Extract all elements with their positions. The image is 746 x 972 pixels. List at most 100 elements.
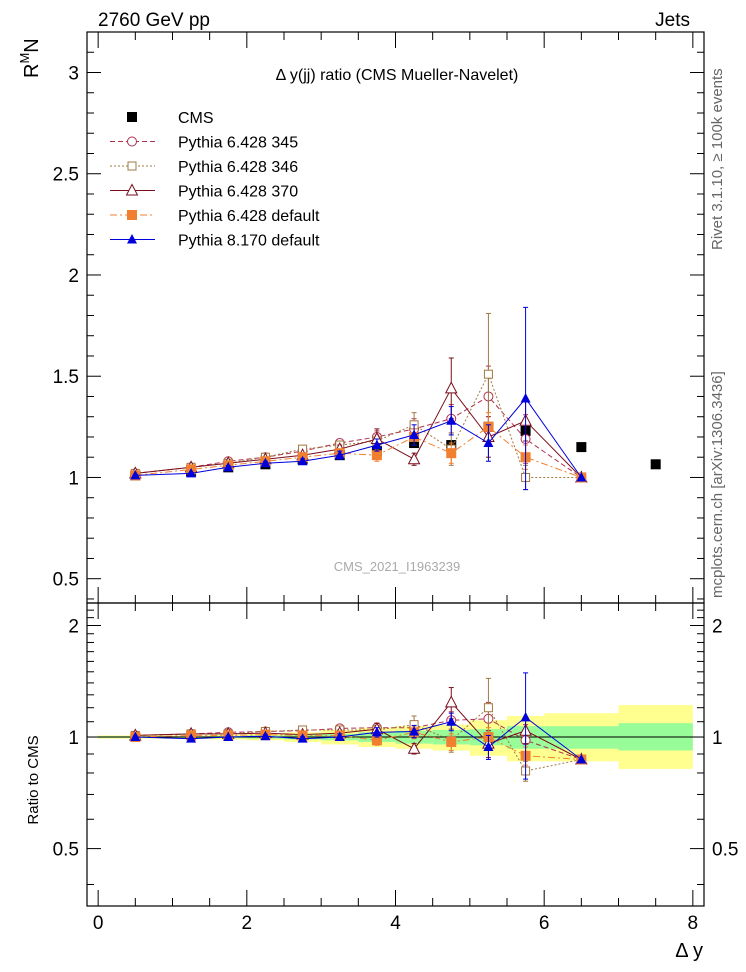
point-p8def (260, 730, 271, 741)
legend-label-p345: Pythia 6.428 345 (178, 135, 298, 152)
series-p370 (128, 357, 588, 483)
main-y-tick-label: 1.5 (53, 367, 79, 388)
rivet-label: Rivet 3.1.10, ≥ 100k events (709, 68, 726, 250)
ratio-y-ticks: 0.5 0.5 1 1 2 2 (53, 609, 738, 886)
main-y-label-r: R (21, 64, 43, 78)
series-line-p8def (135, 716, 582, 760)
point-p8def (130, 469, 141, 480)
legend-label-p370: Pythia 6.428 370 (178, 184, 298, 201)
main-y-label-sup: M (17, 53, 32, 64)
legend-marker-p345 (127, 136, 137, 147)
point-p6def (371, 450, 382, 461)
point-cms (650, 459, 661, 470)
x-tick-label: 8 (688, 913, 699, 934)
ratio-y-tick-label-right: 2 (712, 616, 723, 637)
main-y-label: RMN (17, 38, 43, 78)
point-p8def (186, 467, 197, 478)
legend-marker-p370 (125, 183, 139, 196)
main-y-label-n: N (21, 38, 43, 52)
point-p8def (520, 392, 531, 403)
series-line-p345 (135, 718, 582, 760)
point-p8def (483, 741, 494, 752)
series-line-p8def (135, 397, 582, 478)
legend-label-cms: CMS (178, 110, 214, 127)
ratio-plot-panel: 0.5 0.5 1 1 2 2 0 2 4 6 8 Ratio to CMS Δ y (25, 602, 738, 962)
point-p8def (520, 711, 531, 722)
point-p370 (444, 695, 458, 708)
point-p6def (446, 448, 457, 459)
point-p346 (483, 703, 493, 713)
legend: CMS Pythia 6.428 345 Pythia 6.428 346 Pythi… (110, 110, 320, 250)
point-p8def (371, 726, 382, 737)
legend-label-p346: Pythia 6.428 346 (178, 159, 298, 176)
point-cms (576, 442, 587, 453)
main-y-ticks: 0.5 1 1.5 2 2.5 3 (53, 51, 704, 600)
main-y-tick-label: 0.5 (53, 570, 79, 591)
point-p8def (130, 731, 141, 742)
point-p8def (483, 437, 494, 448)
point-p8def (409, 726, 420, 736)
ratio-y-tick-label: 2 (68, 616, 79, 637)
legend-marker-p346 (127, 161, 137, 171)
point-p370 (407, 741, 421, 754)
point-p6def (446, 736, 457, 747)
point-p8def (409, 429, 420, 439)
point-p346 (483, 369, 493, 379)
header-right: Jets (655, 10, 690, 31)
x-tick-label: 0 (93, 913, 104, 934)
main-y-tick-label: 2.5 (53, 165, 79, 186)
point-p8def (576, 471, 587, 482)
main-plot-marks (128, 306, 661, 491)
main-y-tick-label: 1 (68, 468, 79, 489)
x-tick-label: 4 (390, 913, 401, 934)
main-plot-title: Δ y(jj) ratio (CMS Mueller-Navelet) (276, 67, 519, 84)
legend-marker-p8def (127, 234, 137, 244)
ratio-y-tick-label: 0.5 (53, 840, 79, 861)
point-p370 (444, 381, 458, 394)
point-p8def (297, 733, 308, 743)
legend-label-p6def: Pythia 6.428 default (178, 208, 320, 225)
point-p8def (334, 731, 345, 742)
point-p8def (446, 716, 457, 726)
series-line-p6def (135, 426, 582, 478)
x-tick-label: 6 (539, 913, 550, 934)
main-plot-panel: 0.5 1 1.5 2 2.5 3 Δ y(jj) ratio (CMS Mueller-… (17, 31, 705, 604)
header-left: 2760 GeV pp (98, 10, 210, 31)
ratio-x-ticks: 0 2 4 6 8 (93, 603, 698, 934)
point-p8def (186, 733, 197, 743)
point-p8def (223, 731, 234, 742)
ratio-y-tick-label-right: 1 (712, 728, 723, 749)
point-p8def (297, 455, 308, 466)
series-p8def (130, 306, 587, 491)
series-line-p345 (135, 395, 582, 478)
point-p8def (371, 439, 382, 450)
main-y-tick-label: 3 (68, 63, 79, 84)
ratio-y-tick-label-right: 0.5 (712, 840, 738, 861)
ratio-y-label: Ratio to CMS (25, 735, 42, 824)
point-p8def (334, 449, 345, 460)
svg-text:RMN: RMN (17, 38, 43, 78)
x-tick-label: 2 (242, 913, 253, 934)
legend-marker-p6def (127, 210, 137, 220)
point-p8def (576, 753, 587, 764)
main-y-tick-label: 2 (68, 266, 79, 287)
ratio-y-tick-label: 1 (68, 728, 79, 749)
ratio-plot-marks (128, 672, 588, 782)
point-p6def (371, 735, 382, 746)
x-axis-label: Δ y (675, 940, 703, 962)
series-line-p6def (135, 731, 582, 760)
main-x-ticks (97, 32, 694, 603)
point-p8def (260, 457, 271, 468)
series-p8def (130, 672, 587, 780)
mcplots-label: mcplots.cern.ch [arXiv:1306.3436] (709, 371, 726, 598)
watermark: CMS_2021_I1963239 (334, 559, 461, 574)
legend-marker-cms (127, 112, 137, 122)
legend-label-p8def: Pythia 8.170 default (178, 233, 320, 250)
series-line-p370 (135, 387, 582, 478)
series-p346 (130, 312, 586, 491)
point-p8def (223, 461, 234, 472)
point-p370 (407, 452, 421, 465)
point-p8def (446, 415, 457, 425)
series-line-p346 (135, 372, 582, 478)
series-line-p346 (135, 706, 582, 772)
